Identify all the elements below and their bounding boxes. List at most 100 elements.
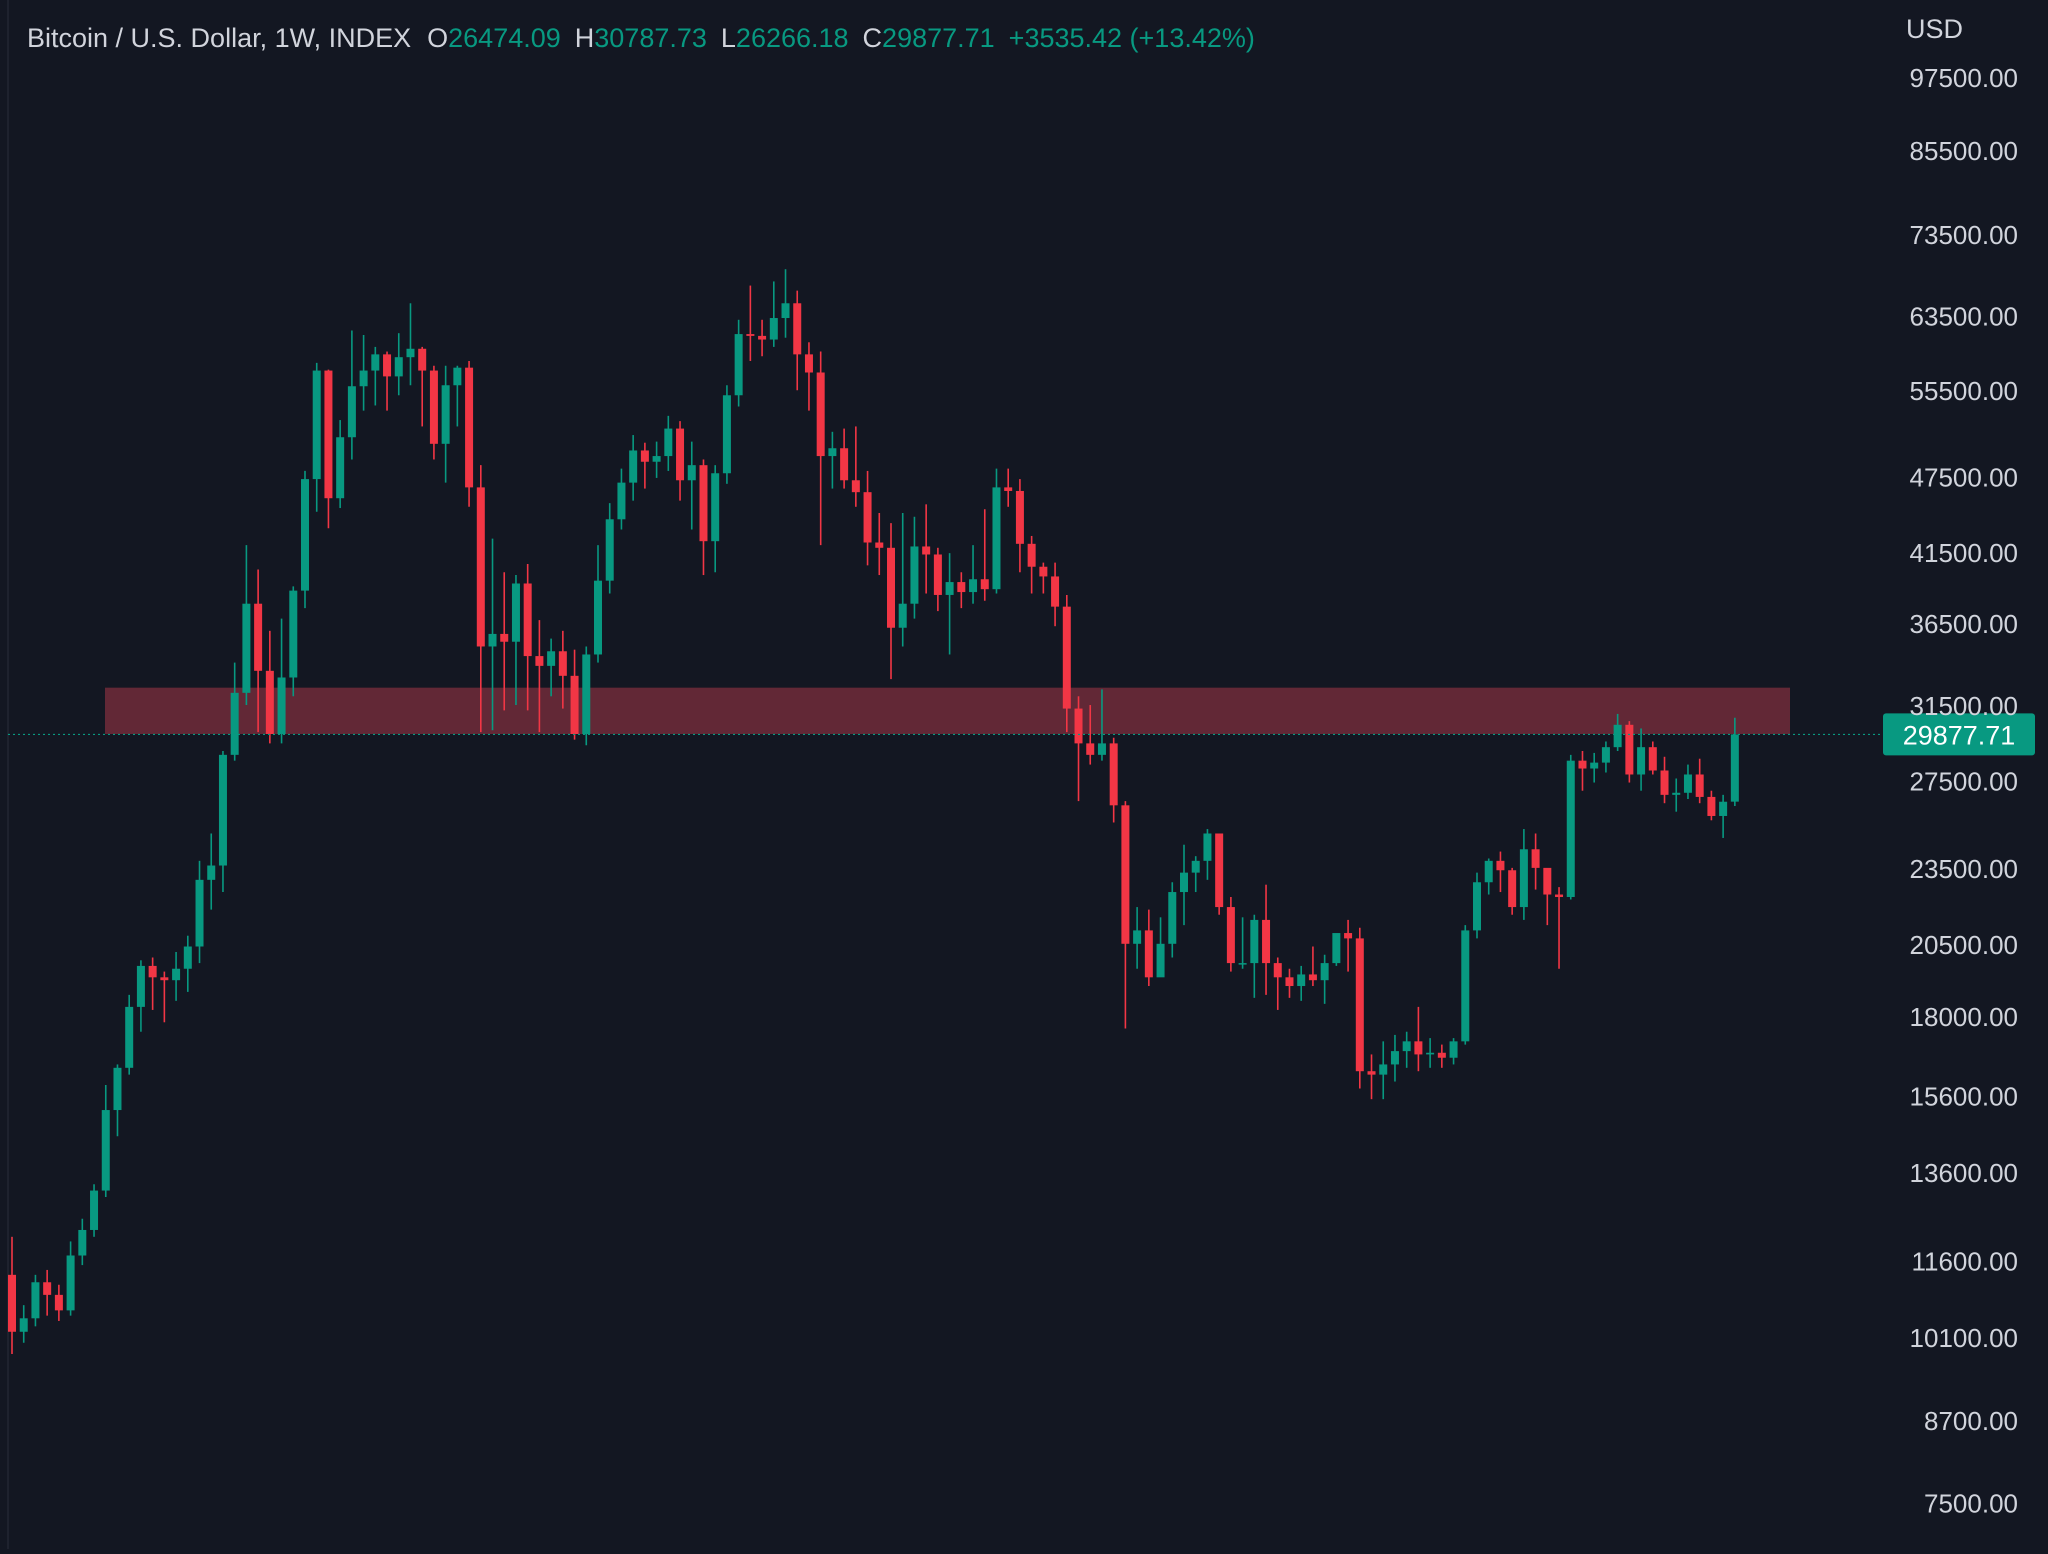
candle-body	[1097, 743, 1106, 755]
candle	[78, 1218, 87, 1266]
candle	[1402, 1031, 1411, 1068]
candle-body	[1660, 770, 1669, 795]
candle	[547, 638, 556, 697]
candle-body	[969, 579, 978, 593]
candle-body	[1320, 963, 1329, 981]
candle	[887, 523, 895, 680]
candle	[336, 420, 345, 509]
low-value: 26266.18	[735, 22, 849, 53]
candle-body	[1203, 833, 1212, 861]
candle	[1074, 696, 1083, 802]
candle	[957, 572, 966, 609]
candle	[980, 509, 989, 601]
candle	[476, 465, 485, 733]
candle-body	[230, 692, 239, 755]
candle-body	[1168, 892, 1177, 944]
candle-body	[195, 879, 204, 947]
candle-body	[1039, 566, 1048, 577]
candle-body	[1051, 576, 1060, 607]
candle-body	[711, 473, 720, 542]
candle	[1648, 741, 1657, 775]
candle	[734, 319, 743, 407]
candle-body	[840, 448, 849, 481]
candle	[31, 1274, 40, 1327]
candle-body	[758, 335, 767, 340]
candle-body	[66, 1255, 75, 1311]
candle	[101, 1085, 110, 1197]
candle	[1238, 917, 1247, 969]
candle	[652, 441, 661, 478]
candle	[113, 1064, 122, 1137]
candle	[1672, 778, 1681, 812]
high-label: H	[574, 22, 595, 53]
candle	[1332, 933, 1341, 966]
candle-body	[582, 654, 591, 735]
candle	[406, 303, 415, 386]
candle	[66, 1241, 75, 1316]
candle	[1180, 844, 1188, 926]
candle	[160, 971, 169, 1023]
candle-body	[336, 437, 345, 499]
y-tick-label: 73500.00	[1910, 220, 2018, 250]
candle-body	[301, 479, 309, 591]
candle-body	[547, 651, 556, 666]
candle-body	[1086, 743, 1095, 755]
candle-body	[1238, 963, 1247, 965]
candle-body	[1367, 1071, 1376, 1075]
candle	[312, 362, 321, 512]
candle	[816, 351, 825, 546]
candle	[172, 951, 181, 1001]
candle-body	[1355, 938, 1364, 1072]
candle-body	[1437, 1052, 1446, 1058]
candle-body	[992, 487, 1001, 590]
y-tick-label: 63500.00	[1910, 301, 2018, 331]
candle-body	[1004, 487, 1013, 491]
candle-body	[1015, 490, 1024, 544]
candle-body	[1297, 974, 1306, 987]
candle-body	[1215, 833, 1224, 908]
candle-body	[1074, 708, 1083, 744]
candle	[629, 435, 638, 501]
candle	[218, 750, 227, 893]
symbol-title[interactable]: Bitcoin / U.S. Dollar, 1W, INDEX	[27, 22, 412, 53]
candle-body	[1531, 849, 1540, 868]
candle	[1519, 829, 1528, 920]
candle	[289, 586, 298, 697]
candle-body	[242, 603, 251, 693]
candle	[265, 630, 274, 744]
candle	[617, 468, 626, 530]
candle-body	[851, 480, 860, 493]
candle	[1121, 801, 1130, 1029]
currency-label[interactable]: USD	[1906, 14, 1964, 44]
candle	[347, 330, 356, 460]
candle	[1637, 728, 1646, 791]
candle	[758, 319, 767, 357]
candle	[898, 513, 907, 647]
candle-body	[148, 965, 157, 978]
candle-body	[828, 448, 837, 457]
candle-body	[172, 968, 181, 981]
candle	[711, 465, 720, 573]
close-label: C	[862, 22, 883, 53]
candle-body	[687, 465, 696, 481]
candle	[242, 545, 251, 706]
candle-body	[1062, 606, 1071, 709]
candle	[1097, 689, 1106, 761]
candle	[558, 630, 567, 709]
candle-body	[1285, 977, 1294, 987]
candle-body	[1707, 796, 1716, 816]
candle	[582, 646, 591, 746]
candle-body	[54, 1294, 63, 1311]
candle	[1156, 917, 1165, 978]
candle	[511, 575, 520, 706]
candle	[1226, 897, 1235, 972]
candle-body	[1250, 919, 1259, 964]
y-tick-label: 13600.00	[1910, 1158, 2018, 1188]
y-tick-label: 55500.00	[1910, 376, 2018, 406]
open-value: 26474.09	[448, 22, 561, 53]
symbol-legend: Bitcoin / U.S. Dollar, 1W, INDEX O 26474.…	[27, 18, 1255, 58]
candle-body	[898, 603, 907, 628]
y-tick-label: 41500.00	[1910, 538, 2018, 568]
